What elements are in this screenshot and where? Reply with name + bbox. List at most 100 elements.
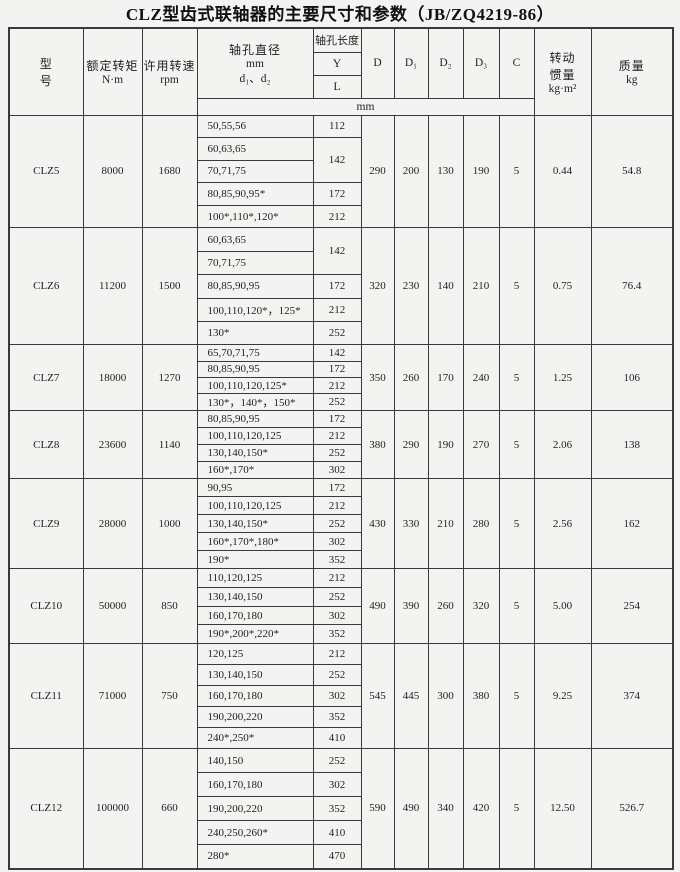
inertia-cell: 12.50: [533, 748, 592, 870]
dim-D3-cell: 420: [462, 748, 500, 870]
dim-D3-cell: 210: [462, 227, 500, 346]
col-header-D: D: [360, 27, 395, 99]
table-row: 280* 470: [9, 844, 673, 870]
length-cell: 212: [312, 496, 362, 516]
dim-D1-cell: 390: [393, 568, 429, 645]
length-cell: 470: [312, 844, 362, 870]
mass-cell: 54.8: [590, 114, 674, 229]
dim-D3-cell: 240: [462, 344, 500, 412]
bore-diameter-cell: 130,140,150*: [196, 444, 314, 463]
inertia-cell: 5.00: [533, 568, 592, 645]
dim-D3-cell: 380: [462, 643, 500, 750]
length-cell: 212: [312, 297, 362, 323]
table-row: CLZ9 28000 1000 90,95 172 430 330 210 280 5 2.56 16…: [8, 478, 674, 570]
length-cell: 212: [312, 568, 362, 588]
table-row: 80,85,90,95* 172: [9, 182, 673, 206]
dim-D2-cell: 190: [427, 410, 464, 480]
table-row: CLZ6 11200 1500 60,63,65 142 320 230 140 210 5 0.7…: [8, 227, 674, 346]
col-header-mass-unit: kg: [626, 74, 638, 87]
length-cell: 352: [312, 624, 362, 645]
length-cell: 112: [312, 114, 362, 139]
bore-diameter-cell: 280*: [196, 844, 314, 870]
length-cell: 252: [312, 444, 362, 463]
model-cell: CLZ7: [8, 344, 84, 412]
length-cell: 410: [312, 727, 362, 750]
speed-cell: 1000: [141, 478, 198, 570]
col-header-speed-label: 许用转速: [143, 59, 196, 74]
bore-diameter-cell: 80,85,90,95: [196, 360, 314, 378]
bore-diameter-cell: 110,120,125: [196, 568, 314, 588]
bore-diameter-cell: 160,170,180: [196, 605, 314, 626]
bore-diameter-cell: 160,170,180: [196, 685, 314, 708]
bore-diameter-cell: 130,140,150*: [196, 514, 314, 534]
col-header-inertia-unit: kg·m²: [548, 82, 577, 95]
length-cell: 352: [312, 550, 362, 570]
col-header-D1: D₁: [393, 27, 429, 99]
table-row: 80,85,90,95 172: [9, 274, 673, 299]
model-cell: CLZ11: [8, 643, 84, 750]
dim-C-cell: 5: [498, 227, 535, 346]
col-header-model-line1: 型: [39, 56, 53, 71]
col-header-length-Y: Y: [312, 51, 362, 76]
model-cell: CLZ8: [8, 410, 84, 480]
table-row: 190,200,220 352: [9, 796, 673, 822]
length-cell: 212: [312, 204, 362, 229]
length-cell: 410: [312, 820, 362, 846]
mass-cell: 162: [590, 478, 674, 570]
torque-cell: 23600: [82, 410, 143, 480]
table-row: 70,71,75: [9, 250, 673, 276]
speed-cell: 750: [141, 643, 198, 750]
bore-diameter-cell: 80,85,90,95: [196, 274, 314, 299]
bore-diameter-cell: 130*: [196, 321, 314, 346]
inertia-cell: 9.25: [533, 643, 592, 750]
model-cell: CLZ10: [8, 568, 84, 645]
dim-D1-cell: 330: [393, 478, 429, 570]
bore-diameter-cell: 190*: [196, 550, 314, 570]
bore-diameter-cell: 80,85,90,95*: [196, 182, 314, 206]
length-cell: 302: [312, 605, 362, 626]
bore-diameter-cell: 60,63,65: [196, 137, 314, 161]
table-row: 160,170,180 302: [9, 685, 673, 708]
torque-cell: 28000: [82, 478, 143, 570]
bore-diameter-cell: 240*,250*: [196, 727, 314, 750]
col-header-torque-label: 额定转矩: [86, 59, 139, 74]
table-row: 100,110,120*，125* 212: [9, 297, 673, 323]
model-cell: CLZ12: [8, 748, 84, 870]
bore-diameter-cell: 60,63,65: [196, 227, 314, 252]
length-cell: 252: [312, 393, 362, 412]
dim-D3-cell: 320: [462, 568, 500, 645]
dim-D1-cell: 230: [393, 227, 429, 346]
bore-diameter-cell: 160*,170*: [196, 461, 314, 480]
table-row: 160,170,180 302: [9, 772, 673, 798]
table-row: 130,140,150* 252: [9, 444, 673, 463]
model-cell: CLZ5: [8, 114, 84, 229]
table-row: CLZ7 18000 1270 65,70,71,75 142 350 260 170 240 5…: [8, 344, 674, 412]
bore-diameter-cell: 130,140,150: [196, 586, 314, 607]
dim-D-cell: 430: [360, 478, 395, 570]
model-cell: CLZ9: [8, 478, 84, 570]
table-row: 100,110,120,125* 212: [9, 376, 673, 395]
dim-D-cell: 290: [360, 114, 395, 229]
col-header-inertia-label2: 惯量: [549, 67, 576, 82]
bore-diameter-cell: 70,71,75: [196, 159, 314, 184]
table-row: CLZ12 100000 660 140,150 252 590 490 340 420 5 12.…: [8, 748, 674, 870]
dim-D-cell: 545: [360, 643, 395, 750]
length-cell: 352: [312, 796, 362, 822]
dim-D-cell: 380: [360, 410, 395, 480]
length-cell: 252: [312, 586, 362, 607]
dim-D2-cell: 210: [427, 478, 464, 570]
table-row: 160,170,180 302: [9, 605, 673, 626]
table-row: 130,140,150 252: [9, 664, 673, 687]
length-cell: 352: [312, 706, 362, 729]
bore-diameter-cell: 130*，140*，150*: [196, 393, 314, 412]
length-cell: 252: [312, 748, 362, 774]
bore-diameter-cell: 140,150: [196, 748, 314, 774]
dim-D-cell: 590: [360, 748, 395, 870]
length-cell: 142: [312, 227, 362, 276]
torque-cell: 18000: [82, 344, 143, 412]
bore-diameter-cell: 160*,170*,180*: [196, 532, 314, 552]
bore-diameter-cell: 100,110,120*，125*: [196, 297, 314, 323]
coupling-spec-table: 型 号 额定转矩 N·m 许用转速 rpm: [8, 27, 674, 870]
length-cell: 302: [312, 461, 362, 480]
col-header-model: 型 号: [8, 27, 84, 116]
